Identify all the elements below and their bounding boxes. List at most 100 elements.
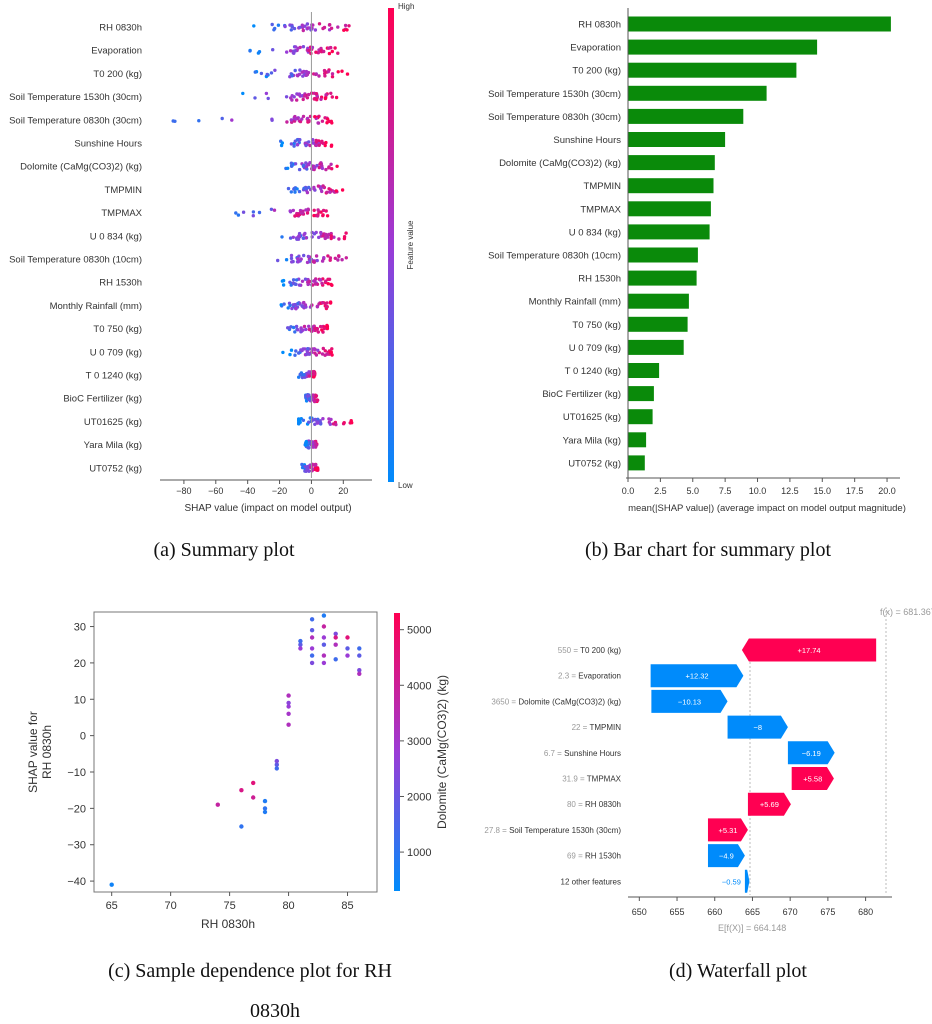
summary-point [324,232,328,237]
summary-point [302,324,307,329]
summary-point [251,210,256,214]
summary-point [304,236,308,240]
dependence-point [309,646,315,651]
summary-point [289,253,294,258]
fx-label: f(x) = 681.367 [880,607,932,617]
bar-category-label: Evaporation [570,43,621,54]
summary-point [320,301,325,305]
summary-point [253,96,257,100]
summary-feature-label: T 0 1240 (kg) [86,371,142,382]
waterfall-x-tick-label: 650 [632,907,647,917]
summary-point [327,119,332,124]
importance-bar [628,62,797,78]
summary-point [324,93,328,97]
summary-point [324,167,328,172]
summary-point [279,303,283,307]
summary-point [280,279,285,283]
summary-point [294,349,298,353]
summary-point [325,214,330,218]
summary-point [315,258,319,263]
summary-point [305,190,310,195]
waterfall-row-label: 22 = TMPMIN [572,723,622,732]
summary-point [320,352,325,356]
summary-point [299,211,303,215]
bar-category-label: U 0 834 (kg) [569,227,621,238]
summary-point [301,45,306,49]
importance-bar [628,16,891,32]
base-label: E[f(X)] = 664.148 [718,923,786,933]
summary-point [312,213,316,218]
dependence-point [357,671,362,676]
summary-point [271,48,275,52]
summary-point [316,121,320,125]
bar-category-label: Soil Temperature 0830h (10cm) [488,251,621,262]
dependence-point [309,628,315,633]
summary-point [307,119,311,123]
bar-category-label: Sunshine Hours [553,135,621,146]
summary-point [340,188,345,192]
summary-point [329,236,333,241]
waterfall-x-tick-label: 670 [783,907,798,917]
dependence-point [309,635,315,640]
summary-point [284,258,289,262]
importance-bar [628,155,715,171]
summary-feature-label: UT01625 (kg) [84,417,142,428]
summary-point [289,28,293,32]
importance-bar [628,409,653,425]
summary-point [313,278,317,283]
dependence-y-tick-label: −10 [67,767,86,779]
summary-point [298,372,302,377]
dependence-point [286,722,291,727]
colorbar-tick-label: 1000 [407,847,431,859]
summary-point [337,237,341,241]
summary-point [317,143,321,147]
colorbar-tick-label: 5000 [407,625,431,637]
summary-point [311,23,315,27]
summary-point [321,346,325,351]
dependence-point [215,802,220,807]
dependence-point [262,809,268,815]
summary-point [329,144,334,148]
summary-point [300,70,304,74]
summary-point [333,46,337,50]
summary-point [324,140,328,145]
summary-point [299,257,303,261]
waterfall-row-label: 12 other features [561,877,621,886]
summary-point [321,26,325,31]
dependence-plot-panel: 65 70 75 80 85 30 20 10 0 −10 −20 −30 −40 RH 0830h S… [26,611,449,931]
caption-c-line1: (c) Sample dependence plot for RH [108,960,392,982]
importance-bar [628,386,654,402]
summary-point [317,22,322,26]
summary-point [320,119,325,123]
dependence-y-label-line1: SHAP value for [26,711,40,793]
importance-bar [628,85,767,101]
summary-point [288,303,292,308]
summary-point [330,167,334,171]
summary-point [301,114,306,119]
summary-point [294,307,298,311]
summary-point [285,50,289,54]
bar-x-tick-label: 2.5 [654,486,667,496]
summary-point [292,26,297,31]
summary-plot-panel: RH 0830h Evaporation T0 200 (kg) Soil Tempe… [9,2,415,514]
summary-point [325,190,329,194]
waterfall-bar [747,792,791,816]
colorbar-title: Feature value [406,220,415,269]
summary-point [300,23,304,27]
summary-feature-label: Evaporation [91,46,142,57]
dependence-x-tick-label: 80 [282,900,294,912]
summary-point [318,324,323,329]
summary-point [324,209,328,213]
summary-point [291,51,295,55]
waterfall-bar-value: −8 [753,723,762,732]
summary-point [307,370,311,374]
summary-point [303,443,308,447]
summary-point [342,236,347,241]
importance-bar [628,455,645,471]
dependence-point [321,642,327,647]
summary-point [327,187,331,191]
summary-point [313,399,317,404]
importance-bar [628,270,697,286]
dependence-point [321,660,327,666]
summary-point [326,46,331,50]
